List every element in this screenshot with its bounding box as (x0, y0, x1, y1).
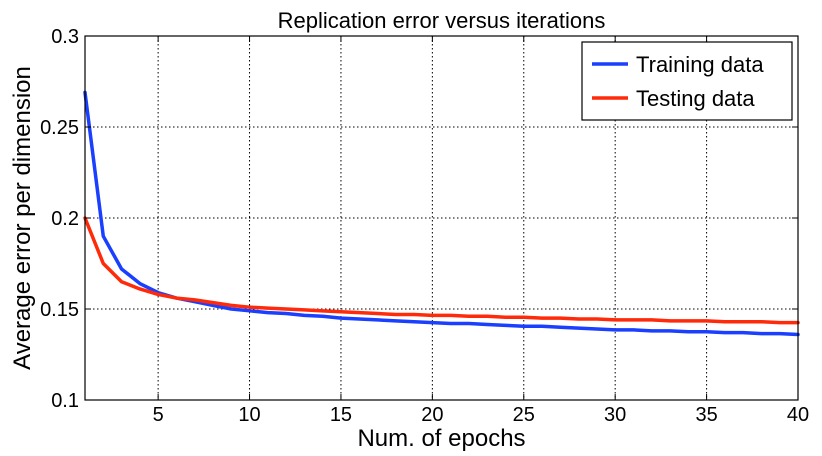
legend-label-testing: Testing data (636, 86, 755, 111)
x-tick-label: 5 (153, 404, 164, 426)
axis-ticks: 5 10 15 20 25 30 35 40 0.1 0.15 0.2 0.25 0.3 (40, 26, 809, 426)
legend-label-training: Training data (636, 52, 764, 77)
chart-title: Replication error versus iterations (278, 8, 606, 33)
y-tick-label: 0.25 (40, 117, 79, 139)
x-axis-title: Num. of epochs (357, 425, 525, 452)
legend-box (581, 41, 793, 121)
x-tick-label: 35 (695, 404, 717, 426)
x-tick-label: 25 (513, 404, 535, 426)
series-lines (83, 90, 800, 337)
y-tick-label: 0.15 (40, 299, 79, 321)
x-tick-label: 15 (330, 404, 352, 426)
y-tick-label: 0.2 (51, 208, 79, 230)
series-line-training (83, 90, 800, 337)
y-tick-label: 0.1 (51, 390, 79, 412)
legend: Training data Testing data (581, 41, 793, 121)
x-tick-label: 40 (787, 404, 809, 426)
series-line-testing (83, 216, 800, 325)
x-tick-label: 20 (421, 404, 443, 426)
x-tick-label: 10 (238, 404, 260, 426)
x-tick-label: 30 (604, 404, 626, 426)
y-axis-title: Average error per dimension (9, 66, 36, 370)
y-tick-label: 0.3 (51, 26, 79, 48)
